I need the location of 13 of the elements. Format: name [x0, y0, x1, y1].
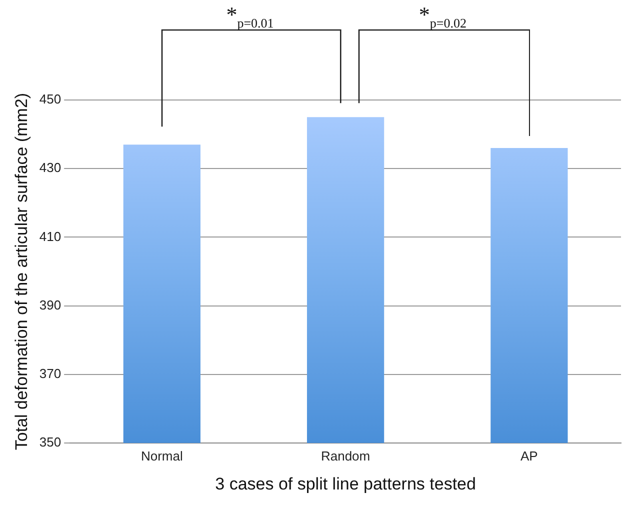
y-axis-title: Total deformation of the articular surface (mm2) — [12, 92, 31, 450]
x-tick-label: Random — [320, 448, 370, 464]
x-axis-title: 3 cases of split line patterns tested — [215, 474, 476, 494]
y-tick-label: 410 — [39, 228, 62, 244]
x-tick-label: Normal — [140, 448, 183, 464]
text: *$_{p=0.01}$ — [226, 2, 274, 32]
y-tick-label: 450 — [39, 92, 62, 107]
x-tick-label: AP — [520, 448, 538, 464]
y-tick-label: 370 — [39, 366, 62, 381]
y-tick-label: 390 — [39, 297, 62, 312]
text: *$_{p=0.02}$ — [418, 2, 466, 32]
y-tick-label: 430 — [39, 160, 62, 176]
y-tick-label: 350 — [39, 434, 62, 450]
